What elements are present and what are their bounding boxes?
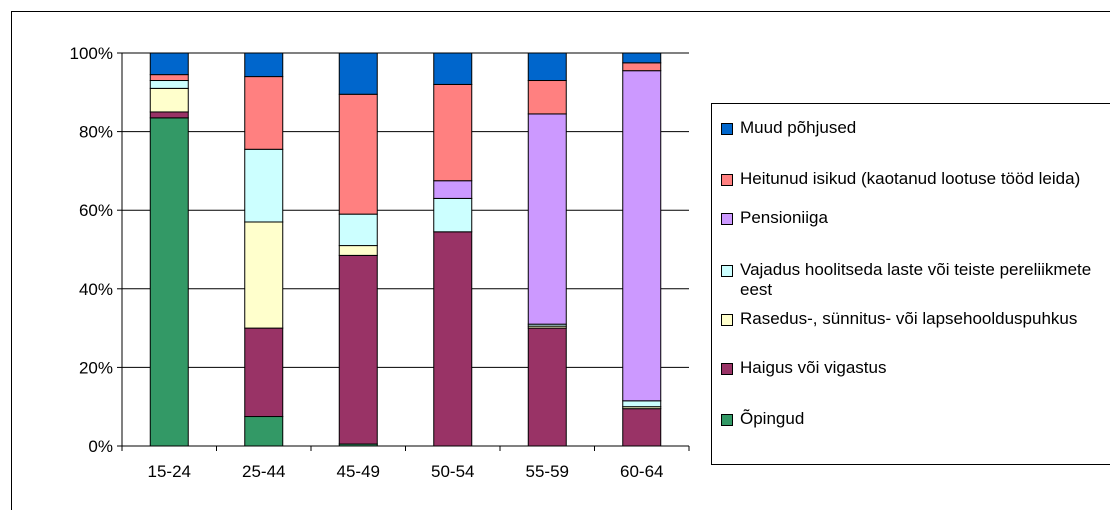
legend-label: Muud põhjused bbox=[740, 118, 857, 137]
bar-segment bbox=[338, 213, 378, 247]
bar-segment bbox=[149, 87, 189, 113]
bar-segment bbox=[244, 327, 284, 418]
legend-swatch bbox=[721, 213, 733, 225]
legend-swatch bbox=[721, 314, 733, 326]
bar-segment bbox=[433, 197, 473, 233]
bar-segment bbox=[433, 231, 473, 447]
gridlines bbox=[122, 52, 689, 368]
legend-swatch bbox=[721, 265, 733, 277]
legend-swatch bbox=[721, 363, 733, 375]
legend-label: Haigus või vigastus bbox=[740, 358, 887, 377]
legend-label: Pensioniiga bbox=[740, 208, 828, 227]
bar-segment bbox=[338, 52, 378, 95]
bar-segment bbox=[433, 83, 473, 182]
x-tick-label: 50-54 bbox=[431, 462, 474, 481]
x-tick-label: 55-59 bbox=[526, 462, 569, 481]
x-tick-label: 25-44 bbox=[242, 462, 285, 481]
bar-segment bbox=[244, 221, 284, 329]
bar-segment bbox=[622, 70, 662, 402]
legend-swatch bbox=[721, 414, 733, 426]
tick-labels: 0% 20% 40% 60% 80% 100% 15-24 25-44 45-49 50-54 55… bbox=[70, 44, 664, 481]
y-tick-label: 60% bbox=[79, 201, 113, 220]
legend-item: Muud põhjused bbox=[721, 118, 1110, 138]
legend-label: Rasedus-, sünnitus- või lapsehoolduspuhk… bbox=[740, 309, 1078, 328]
legend-item: Pensioniiga bbox=[721, 208, 1110, 228]
bar-segment bbox=[149, 117, 189, 447]
x-tick-label: 60-64 bbox=[620, 462, 663, 481]
bar-segment bbox=[433, 180, 473, 199]
legend: Muud põhjused Heitunud isikud (kaotanud l… bbox=[711, 103, 1110, 465]
y-tick-label: 20% bbox=[79, 358, 113, 377]
bar-segment bbox=[622, 52, 662, 64]
bar-segment bbox=[149, 74, 189, 82]
axes bbox=[117, 52, 690, 451]
bar-segment bbox=[622, 400, 662, 408]
legend-item: Haigus või vigastus bbox=[721, 358, 1110, 378]
legend-item: Heitunud isikud (kaotanud lootuse tööd l… bbox=[721, 169, 1110, 189]
bar-segment bbox=[527, 113, 567, 325]
legend-item: Vajadus hoolitseda laste või teiste pere… bbox=[721, 260, 1110, 300]
bar-segment bbox=[244, 52, 284, 78]
legend-item: Õpingud bbox=[721, 409, 1110, 429]
x-tick-label: 45-49 bbox=[337, 462, 380, 481]
legend-label: Heitunud isikud (kaotanud lootuse tööd l… bbox=[740, 169, 1081, 188]
legend-item: Rasedus-, sünnitus- või lapsehoolduspuhk… bbox=[721, 309, 1110, 329]
chart-frame bbox=[11, 11, 1110, 510]
legend-swatch bbox=[721, 174, 733, 186]
bar-segment bbox=[527, 52, 567, 82]
bar-segment bbox=[244, 76, 284, 150]
legend-label: Vajadus hoolitseda laste või teiste pere… bbox=[740, 260, 1092, 299]
bar-segment bbox=[527, 327, 567, 447]
bars bbox=[149, 52, 662, 447]
bar-segment bbox=[622, 408, 662, 447]
bar-segment bbox=[149, 52, 189, 76]
legend-swatch bbox=[721, 123, 733, 135]
bar-segment bbox=[244, 416, 284, 447]
bar-segment bbox=[338, 254, 378, 445]
bar-segment bbox=[244, 148, 284, 223]
bar-segment bbox=[338, 93, 378, 215]
bar-segment bbox=[527, 80, 567, 115]
bar-segment bbox=[149, 80, 189, 89]
x-tick-label: 15-24 bbox=[148, 462, 191, 481]
y-tick-label: 0% bbox=[88, 437, 113, 456]
bar-segment bbox=[338, 245, 378, 256]
y-tick-label: 100% bbox=[70, 44, 113, 63]
legend-label: Õpingud bbox=[740, 409, 805, 428]
bar-segment bbox=[149, 111, 189, 119]
y-tick-label: 80% bbox=[79, 123, 113, 142]
y-tick-label: 40% bbox=[79, 280, 113, 299]
bar-segment bbox=[622, 62, 662, 72]
bar-segment bbox=[433, 52, 473, 85]
